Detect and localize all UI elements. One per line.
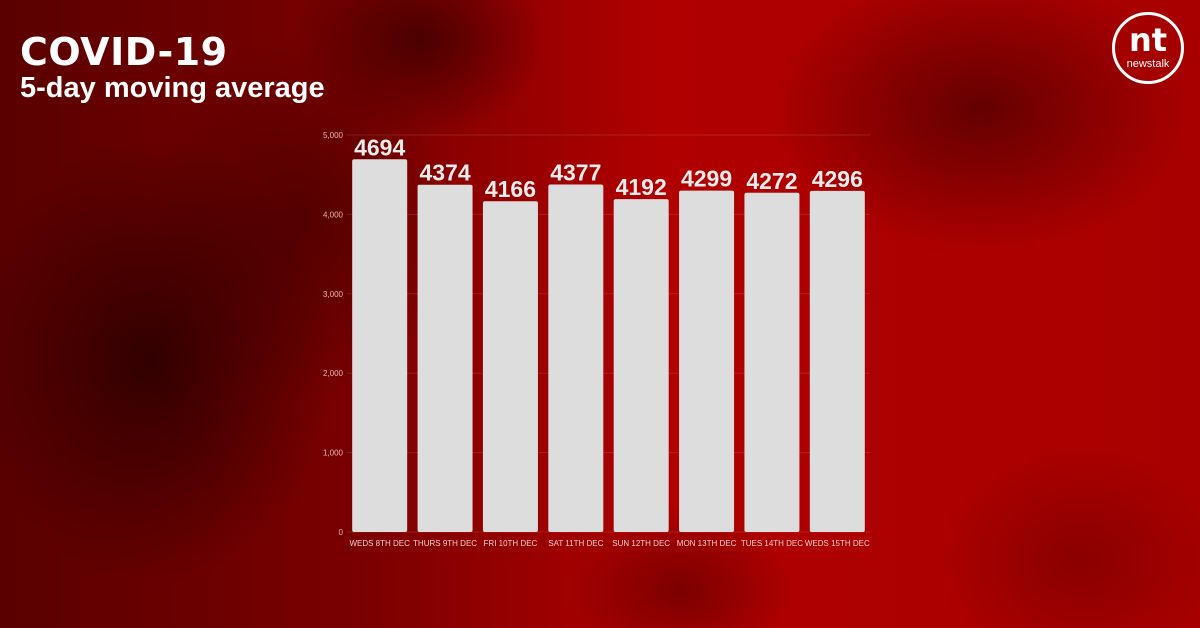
x-tick-label: THURS 9TH DEC	[413, 539, 477, 548]
bar	[548, 184, 604, 533]
data-label: 4694	[354, 134, 405, 160]
x-tick-label: FRI 10TH DEC	[484, 539, 538, 548]
bar	[482, 201, 538, 532]
x-tick-label: MON 13TH DEC	[677, 539, 737, 548]
logo-mark: nt	[1128, 21, 1168, 59]
y-tick-label: 5,000	[323, 131, 344, 140]
bar	[352, 159, 408, 533]
x-tick-label: SAT 11TH DEC	[548, 539, 603, 548]
data-label: 4377	[550, 159, 601, 185]
newstalk-logo: nt newstalk	[1112, 12, 1184, 84]
data-label: 4192	[616, 174, 667, 200]
y-tick-label: 1,000	[323, 449, 344, 458]
data-label: 4299	[681, 166, 732, 192]
y-tick-label: 2,000	[323, 369, 344, 378]
data-labels: 4694 4374 4166 4377 4192 4299 4272 4296	[354, 134, 863, 202]
bars	[352, 159, 865, 533]
x-tick-label: TUES 14TH DEC	[741, 539, 803, 548]
x-tick-label: WEDS 8TH DEC	[349, 539, 410, 548]
data-label: 4272	[746, 168, 797, 194]
x-tick-label: WEDS 15TH DEC	[805, 539, 870, 548]
y-tick-label: 3,000	[323, 290, 344, 299]
y-tick-label: 4,000	[323, 210, 344, 219]
data-label: 4166	[485, 176, 536, 202]
bar	[809, 190, 865, 533]
bar	[679, 190, 735, 532]
y-axis-ticks: 0 1,000 2,000 3,000 4,000 5,000	[323, 131, 344, 537]
bar	[744, 192, 800, 532]
x-tick-label: SUN 12TH DEC	[612, 539, 670, 548]
bar	[417, 184, 473, 532]
y-tick-label: 0	[339, 528, 344, 537]
chart-title: COVID-19	[20, 30, 228, 74]
x-axis-ticks: WEDS 8TH DEC THURS 9TH DEC FRI 10TH DEC SAT…	[349, 539, 870, 548]
chart-subtitle: 5-day moving average	[20, 72, 325, 104]
logo-wordmark: newstalk	[1126, 58, 1170, 70]
data-label: 4374	[419, 160, 470, 186]
data-label: 4296	[812, 166, 863, 192]
bar	[613, 199, 669, 532]
